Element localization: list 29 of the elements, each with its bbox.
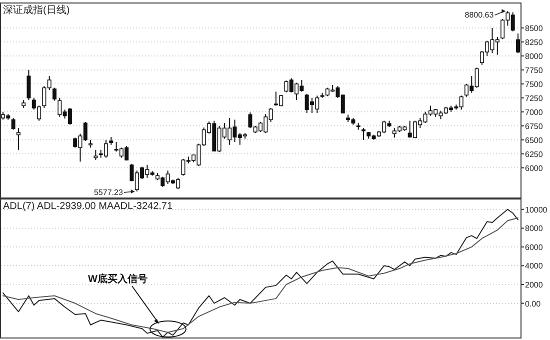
y-tick-label: 8000: [525, 224, 544, 234]
candlestick: [26, 69, 31, 101]
y-tick-label: 4000: [525, 262, 544, 271]
y-tick-label: 8250: [525, 38, 544, 47]
y-tick-label: 8000: [525, 52, 544, 61]
y-tick-label: 8500: [525, 24, 544, 33]
candlestick: [11, 118, 16, 130]
y-tick-label: 10000: [525, 205, 548, 214]
y-tick-label: 6750: [525, 122, 544, 131]
candlestick: [52, 87, 56, 102]
y-tick-label: 6250: [525, 150, 544, 159]
candlestick: [362, 128, 366, 140]
chart-title: ADL(7) ADL-2939.00 MAADL-3242.71: [3, 201, 173, 212]
candlestick: [94, 149, 98, 160]
y-tick-label: 6000: [525, 242, 544, 252]
candlestick: [516, 33, 520, 54]
candlestick: [16, 128, 20, 150]
y-tick-label: 6500: [525, 136, 544, 145]
y-tick-label: 6000: [525, 164, 544, 173]
chart-title: 深证成指(日线): [3, 4, 70, 16]
annotation: W底买入信号: [88, 273, 148, 285]
y-tick-label: 7500: [525, 80, 544, 89]
y-tick-label: 7250: [525, 94, 544, 103]
y-tick-label: 7000: [525, 108, 544, 117]
y-tick-label: 2000: [525, 280, 544, 290]
annotation: 5577.23: [94, 188, 124, 197]
annotation: 8800.63: [464, 10, 494, 20]
y-tick-label: 7750: [525, 66, 544, 75]
y-tick-label: 0.00: [525, 299, 542, 308]
